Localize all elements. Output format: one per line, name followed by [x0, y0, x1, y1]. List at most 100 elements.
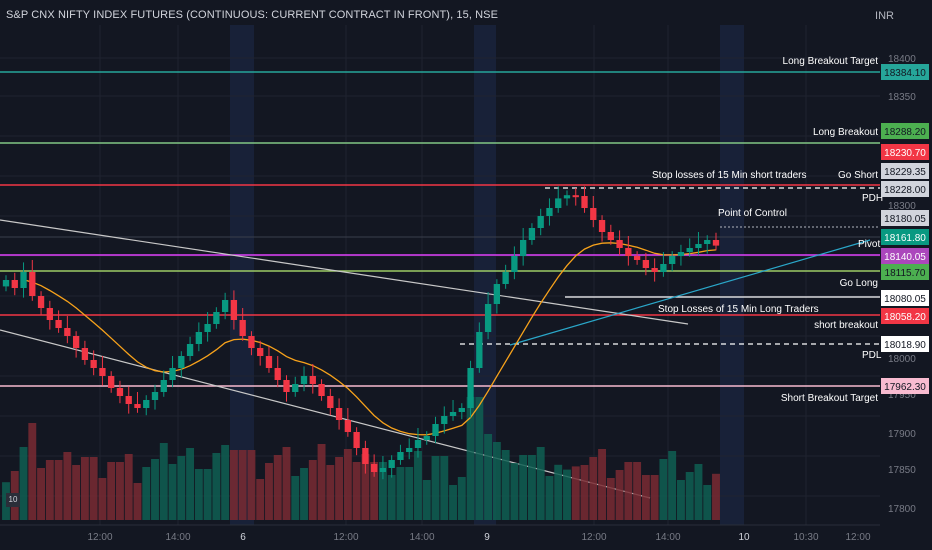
candle-body — [230, 300, 238, 320]
session-highlight — [230, 25, 254, 525]
volume-bar — [545, 476, 554, 520]
candle-body — [686, 248, 693, 252]
candle-body — [423, 436, 430, 440]
candle-body — [441, 416, 448, 424]
volume-bar — [615, 470, 624, 520]
label-short-breakout: short breakout — [814, 320, 878, 331]
volume-bar — [352, 462, 361, 520]
candle-body — [64, 328, 71, 336]
candle-body — [572, 195, 579, 198]
label-go-short: Go Short — [838, 170, 878, 181]
volume-bar — [536, 447, 545, 520]
price-tick: 18300 — [888, 201, 916, 212]
volume-bar — [466, 397, 475, 520]
candle-body — [537, 216, 544, 228]
candle-body — [204, 324, 211, 332]
volume-bar — [484, 434, 493, 520]
price-badge — [881, 210, 929, 226]
candle-body — [274, 368, 281, 380]
volume-bar — [589, 457, 598, 520]
volume-bar — [291, 476, 300, 520]
volume-bar — [142, 467, 151, 520]
volume-bar — [712, 473, 720, 520]
candle-body — [300, 376, 308, 384]
price-badge — [881, 163, 929, 179]
volume-bar — [89, 457, 98, 520]
candle-body — [704, 240, 711, 244]
candle-body — [528, 228, 536, 240]
candle-body — [248, 336, 255, 348]
candle-body — [467, 368, 474, 408]
candle-body — [265, 356, 273, 368]
grid — [0, 25, 880, 525]
session-highlight — [720, 25, 744, 525]
volume-bar — [414, 451, 422, 520]
price-tick: 18400 — [888, 54, 916, 65]
candle-body — [134, 404, 141, 408]
candle-body — [581, 196, 588, 208]
price-badge-text: 18018.90 — [884, 340, 926, 351]
label-pdl: PDL — [862, 350, 882, 361]
volume-bars — [2, 397, 720, 520]
candle-body — [458, 408, 465, 412]
candle-body — [213, 312, 220, 324]
volume-bar — [343, 449, 352, 520]
label-short-breakout-target: Short Breakout Target — [781, 393, 878, 404]
candle-body — [370, 464, 378, 472]
volume-bar — [308, 460, 317, 520]
volume-bar — [519, 455, 528, 520]
price-badge-text: 18384.10 — [884, 68, 926, 79]
candle-body — [29, 272, 36, 296]
candle-body — [406, 448, 413, 452]
price-badge-text: 18230.70 — [884, 148, 926, 159]
volume-bar — [563, 469, 571, 520]
time-label: 12:00 — [581, 532, 606, 543]
candle-body — [362, 448, 369, 464]
volume-bar — [510, 463, 519, 520]
price-badge-text: 18288.20 — [884, 127, 926, 138]
candle-body — [20, 272, 27, 288]
time-label: 9 — [484, 532, 490, 543]
candle-body — [379, 468, 387, 472]
volume-bar — [370, 462, 379, 520]
candle-body — [2, 280, 10, 287]
volume-bar — [98, 478, 107, 520]
price-badge-text: 18180.05 — [884, 214, 926, 225]
candle-body — [46, 308, 53, 320]
candle-body — [607, 232, 614, 240]
time-label: 14:00 — [655, 532, 680, 543]
volume-bar — [238, 450, 247, 520]
price-tick: 18000 — [888, 354, 916, 365]
price-badge — [881, 64, 929, 80]
price-tick: 18350 — [888, 92, 916, 103]
volume-bar — [151, 459, 159, 520]
candle-body — [11, 280, 18, 288]
candle-body — [335, 408, 343, 420]
candle-body — [318, 384, 325, 396]
volume-bar — [317, 444, 326, 520]
volume-bar — [571, 466, 580, 520]
volume-bar — [668, 451, 677, 520]
price-badge — [881, 308, 929, 324]
candle-body — [695, 244, 702, 248]
volume-bar — [501, 450, 510, 520]
time-label: 10:30 — [793, 532, 818, 543]
candle-body — [55, 320, 62, 328]
candle-body — [186, 344, 194, 356]
candle-body — [677, 252, 685, 256]
candle-body — [625, 248, 632, 256]
volume-bar — [300, 468, 308, 520]
volume-bar — [326, 465, 335, 520]
volume-bar — [194, 469, 203, 520]
volume-bar — [186, 448, 195, 520]
candle-body — [257, 348, 264, 356]
candle-body — [353, 432, 360, 448]
candle-body — [502, 272, 509, 284]
candle-body — [169, 368, 176, 380]
volume-bar — [598, 449, 606, 520]
volume-bar — [422, 480, 431, 520]
volume-bar — [554, 464, 563, 520]
volume-bar — [624, 462, 633, 520]
volume-bar — [527, 455, 536, 520]
